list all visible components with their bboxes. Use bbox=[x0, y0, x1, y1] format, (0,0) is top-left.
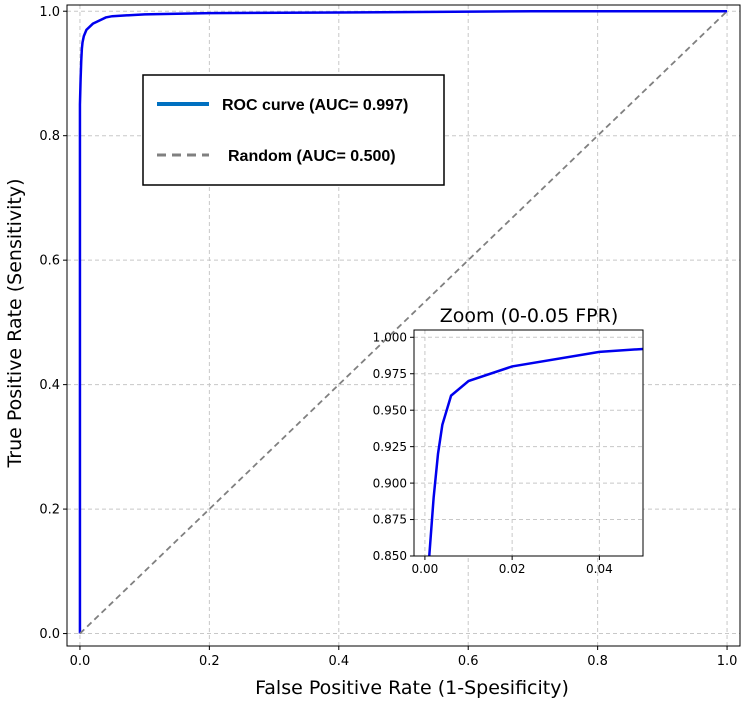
inset-background bbox=[414, 330, 643, 556]
main-plot-frame bbox=[66, 4, 741, 647]
x-tick-label: 0.02 bbox=[499, 562, 526, 576]
y-tick-label: 1.000 bbox=[373, 330, 407, 344]
legend: ROC curve (AUC= 0.997) Random (AUC= 0.50… bbox=[142, 74, 445, 186]
legend-label-roc: ROC curve (AUC= 0.997) bbox=[222, 97, 408, 114]
x-tick-label: 0.04 bbox=[586, 562, 613, 576]
inset-title: Zoom (0-0.05 FPR) bbox=[440, 305, 619, 327]
main-ticks: 0.0 0.2 0.4 0.6 0.8 1.0 0.0 0.2 0.4 0.6 0.8 1.0 bbox=[39, 5, 737, 669]
legend-label-random: Random (AUC= 0.500) bbox=[228, 148, 396, 165]
y-tick-label: 0.6 bbox=[39, 254, 60, 269]
y-tick-label: 0.0 bbox=[39, 627, 60, 642]
x-tick-label: 0.0 bbox=[70, 654, 91, 669]
y-tick-label: 0.8 bbox=[39, 129, 60, 144]
y-tick-label: 0.850 bbox=[373, 549, 407, 563]
main-series-layer bbox=[78, 9, 728, 635]
legend-box bbox=[142, 74, 445, 186]
inset-plot-frame bbox=[413, 329, 644, 557]
series-line-0 bbox=[428, 347, 643, 556]
y-tick-label: 0.4 bbox=[39, 378, 60, 393]
x-axis-label: False Positive Rate (1-Spesificity) bbox=[255, 677, 569, 699]
x-tick-label: 0.4 bbox=[328, 654, 349, 669]
y-tick-label: 0.950 bbox=[373, 403, 407, 417]
x-tick-label: 0.00 bbox=[412, 562, 439, 576]
inset-series-layer bbox=[428, 347, 643, 556]
y-tick-label: 0.900 bbox=[373, 476, 407, 490]
y-tick-label: 0.2 bbox=[39, 503, 60, 518]
y-tick-label: 1.0 bbox=[39, 5, 60, 20]
x-tick-label: 0.6 bbox=[458, 654, 479, 669]
series-line-0 bbox=[78, 9, 728, 634]
x-tick-label: 0.8 bbox=[587, 654, 608, 669]
y-tick-label: 0.875 bbox=[373, 513, 407, 527]
x-tick-label: 0.2 bbox=[199, 654, 220, 669]
inset-ticks: 0.00 0.02 0.04 0.850 0.875 0.900 0.925 0.950 0.9… bbox=[373, 330, 613, 576]
y-axis-label: True Positive Rate (Sensitivity) bbox=[4, 178, 26, 468]
x-tick-label: 1.0 bbox=[717, 654, 738, 669]
y-tick-label: 0.925 bbox=[373, 440, 407, 454]
y-tick-label: 0.975 bbox=[373, 367, 407, 381]
